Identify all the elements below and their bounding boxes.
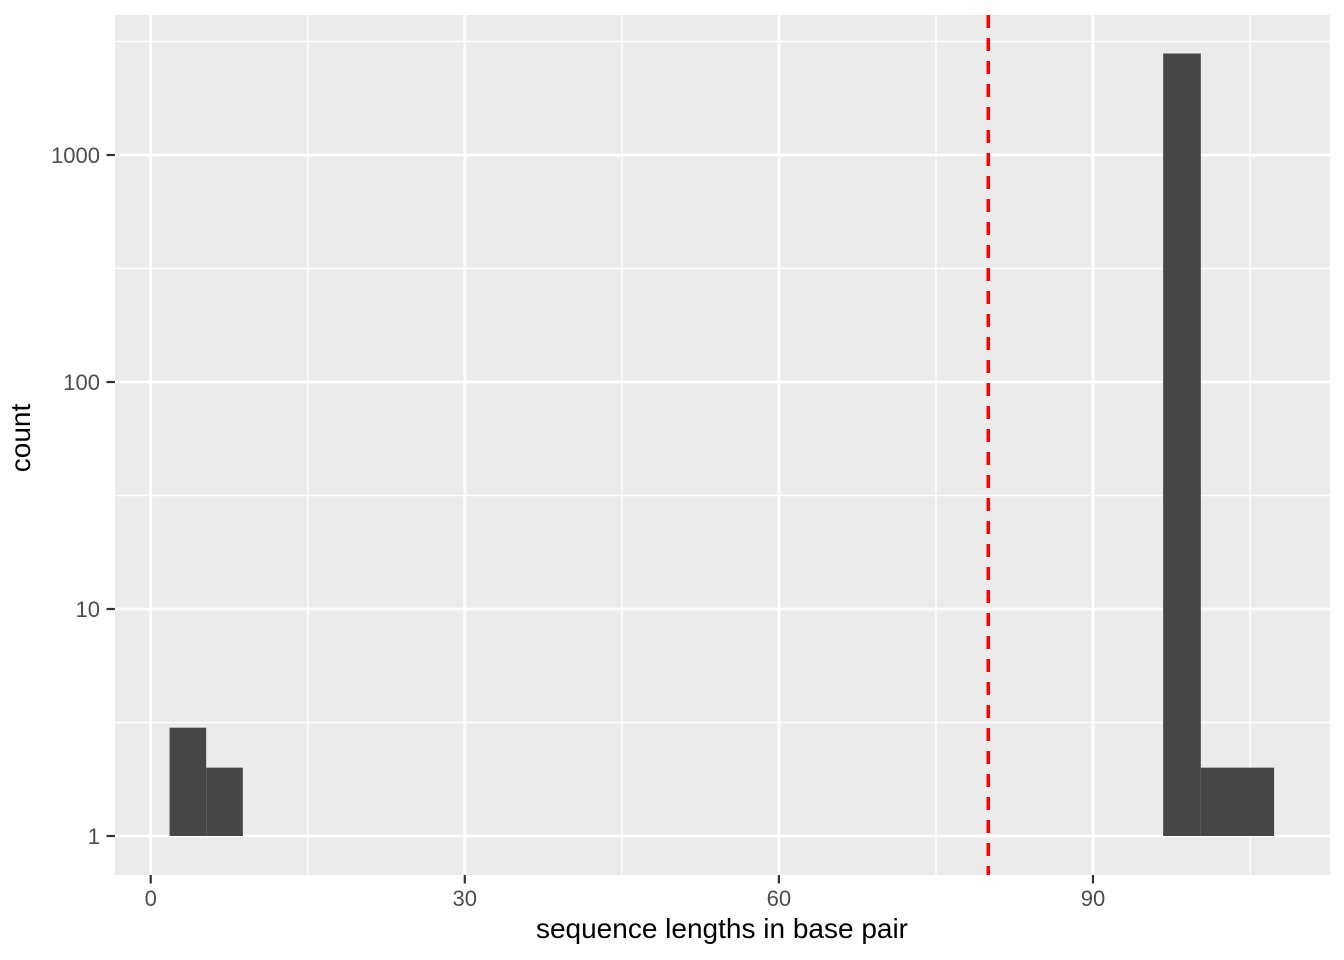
- y-tick-label: 1000: [51, 143, 100, 168]
- x-tick-label: 30: [453, 886, 477, 911]
- panel-layer: [115, 15, 1330, 875]
- y-tick-label: 1: [88, 824, 100, 849]
- axis-layer: 1 10 100 1000 0 30 60 90: [51, 143, 1105, 911]
- x-tick-label: 0: [145, 886, 157, 911]
- grid-layer: [115, 15, 1330, 875]
- y-tick-label: 100: [63, 370, 100, 395]
- histogram-bar: [1237, 767, 1275, 836]
- y-axis-title: count: [5, 404, 36, 473]
- histogram-bar: [1200, 767, 1238, 836]
- x-tick-label: 90: [1081, 886, 1105, 911]
- bars-layer: [169, 53, 1275, 837]
- plot-panel: [115, 15, 1330, 875]
- x-axis-title: sequence lengths in base pair: [536, 913, 908, 944]
- histogram-bar: [169, 727, 207, 836]
- x-tick-label: 60: [767, 886, 791, 911]
- histogram-bar: [1163, 53, 1201, 837]
- y-tick-label: 10: [76, 597, 100, 622]
- histogram-bar: [206, 767, 243, 836]
